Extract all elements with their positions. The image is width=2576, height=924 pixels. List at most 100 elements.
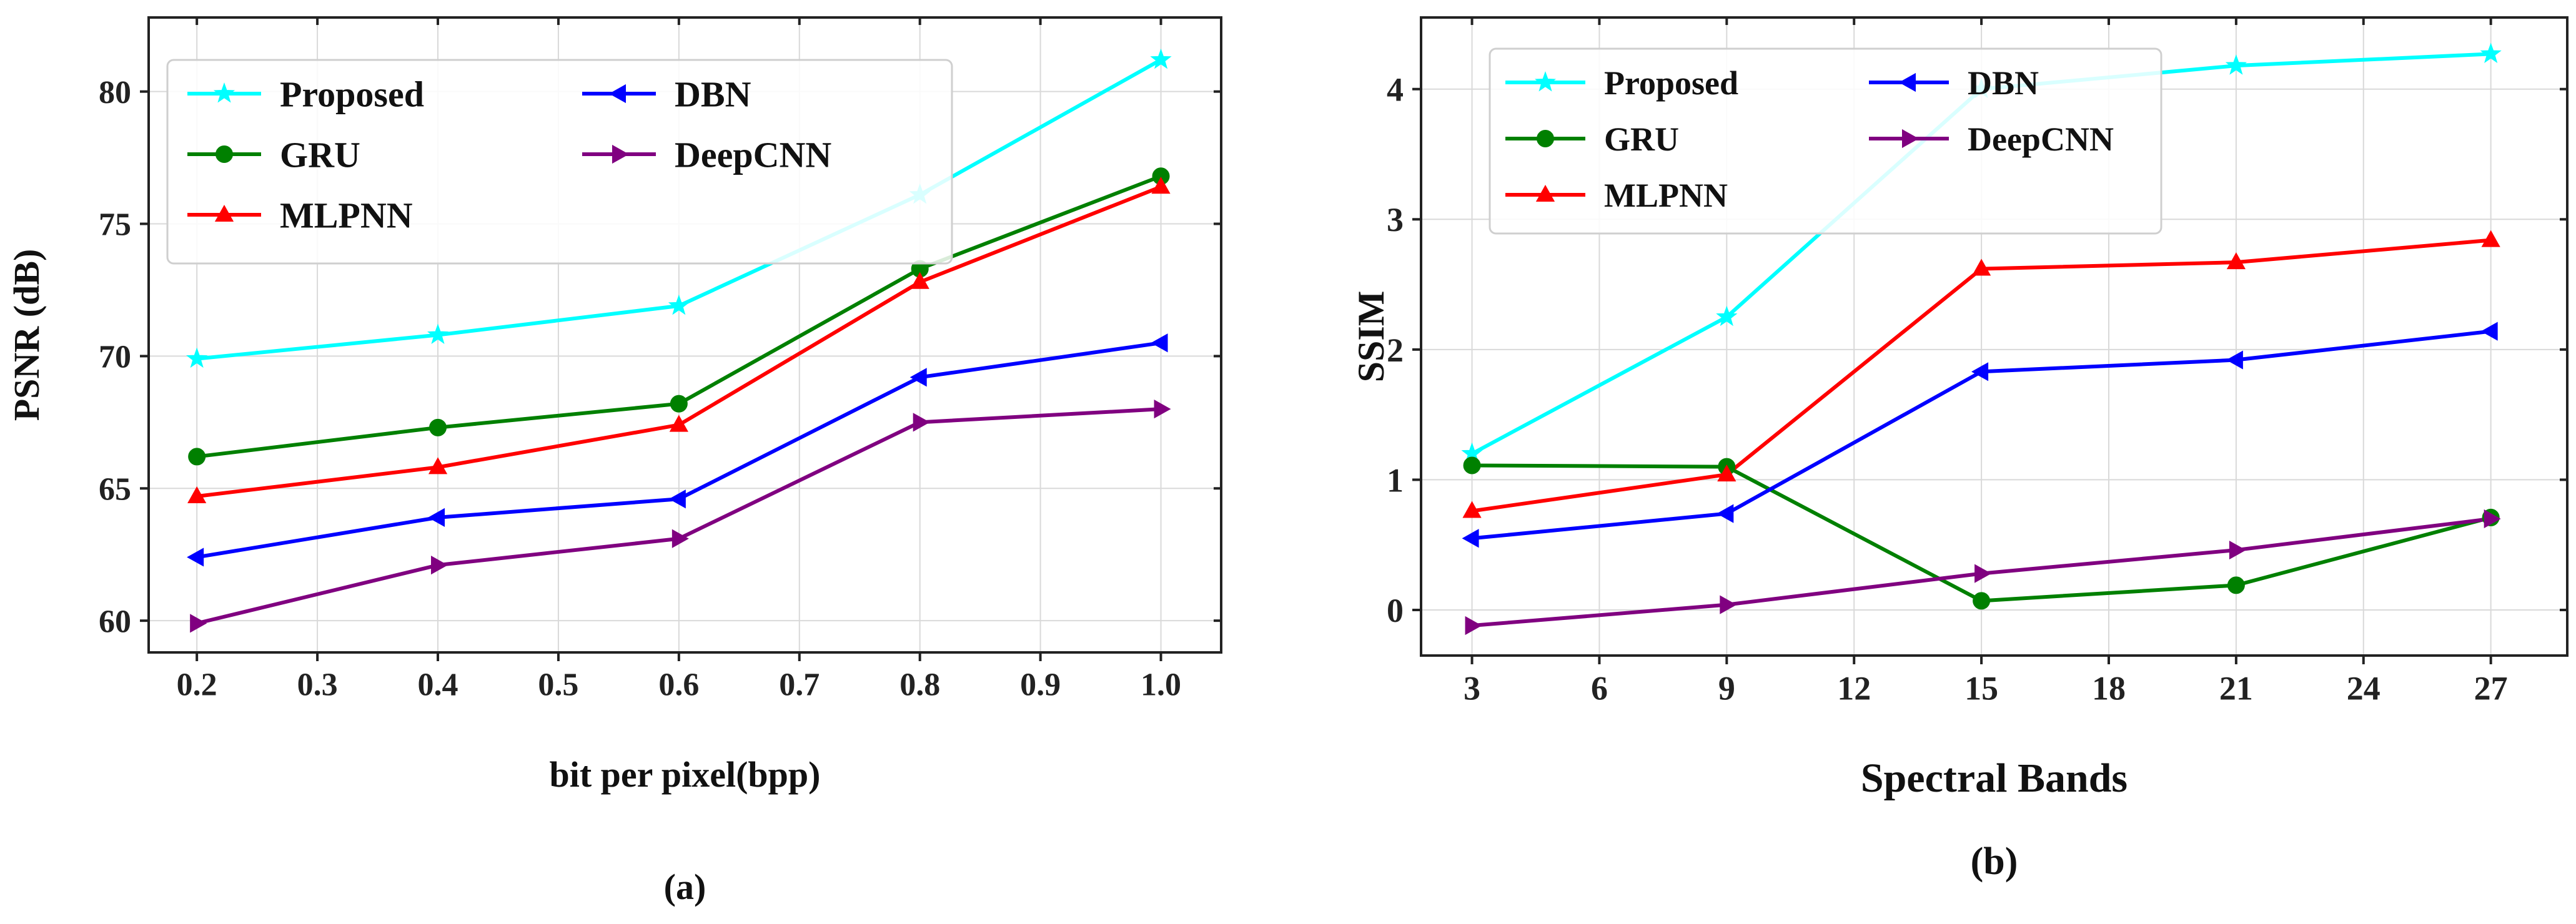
- x-tick-label: 1.0: [1141, 667, 1181, 703]
- x-tick-label: 0.6: [658, 667, 699, 703]
- series-markers-proposed: [1461, 42, 2502, 463]
- plot-frame: [1420, 16, 2569, 657]
- legend-marker: [214, 204, 234, 222]
- legend-marker: [215, 145, 233, 163]
- data-point: [2229, 540, 2246, 560]
- data-point: [1154, 400, 1171, 419]
- data-point: [1973, 592, 1991, 610]
- y-tick-label: 0: [1387, 592, 1404, 629]
- panel-label: (b): [1971, 840, 2018, 883]
- chart-panel-0: 0.2 0.3 0.4 0.5 0.6 0.7 0.8 0.9 1.0 60 65 70 75 80 bit…: [6, 16, 1222, 907]
- data-point: [431, 556, 448, 575]
- legend-marker: [1534, 71, 1557, 92]
- legend-marker: [1535, 184, 1555, 202]
- legend-label: GRU: [1604, 120, 1679, 158]
- data-point: [188, 448, 206, 466]
- legend-item-dbn: DBN: [1869, 64, 2039, 102]
- plot-frame: [147, 16, 1222, 654]
- y-axis-title: PSNR (dB): [6, 249, 47, 421]
- legend-item-mlpnn: MLPNN: [1505, 177, 1728, 214]
- x-tick-label: 12: [1837, 670, 1871, 707]
- data-point: [909, 368, 927, 387]
- data-point: [2484, 509, 2501, 529]
- data-point: [186, 347, 208, 368]
- legend-label: MLPNN: [1604, 177, 1728, 214]
- data-point: [669, 415, 688, 432]
- legend-item-mlpnn: MLPNN: [187, 195, 413, 235]
- data-point: [2226, 252, 2246, 270]
- series-markers-dbn: [187, 333, 1168, 567]
- y-tick-label: 80: [99, 75, 131, 111]
- legend-marker: [608, 84, 626, 104]
- x-tick-label: 27: [2474, 670, 2508, 707]
- x-tick-label: 0.5: [538, 667, 578, 703]
- legend-frame: [166, 59, 953, 265]
- data-point: [427, 323, 449, 345]
- legend: Proposed GRU MLPNN DBN DeepCNN: [1489, 47, 2162, 235]
- legend-item-deepcnn: DeepCNN: [1869, 120, 2114, 158]
- x-tick-label: 0.8: [899, 667, 940, 703]
- data-point: [1462, 529, 1479, 548]
- series-markers-mlpnn: [1462, 230, 2500, 518]
- y-tick-label: 75: [99, 207, 131, 243]
- data-point: [668, 489, 686, 509]
- legend-label: Proposed: [1604, 64, 1738, 102]
- data-point: [670, 395, 688, 413]
- series-markers-deepcnn: [190, 400, 1171, 633]
- y-tick-label: 2: [1387, 332, 1404, 369]
- y-axis-title: SSIM: [1350, 291, 1392, 383]
- legend-marker: [1902, 129, 1920, 149]
- x-tick-label: 6: [1591, 670, 1608, 707]
- series-markers-dbn: [1462, 322, 2498, 548]
- data-point: [187, 486, 207, 503]
- data-point: [429, 418, 447, 436]
- data-point: [2481, 230, 2500, 247]
- x-axis-title: bit per pixel(bpp): [549, 754, 820, 795]
- legend-marker: [213, 82, 235, 103]
- x-tick-label: 9: [1718, 670, 1735, 707]
- data-point: [2480, 42, 2502, 63]
- legend-label: MLPNN: [280, 195, 413, 235]
- data-point: [1974, 564, 1992, 583]
- legend-label: GRU: [280, 134, 360, 175]
- data-point: [190, 614, 207, 633]
- x-tick-label: 0.2: [177, 667, 217, 703]
- series-markers-mlpnn: [187, 177, 1171, 503]
- x-tick-label: 0.4: [418, 667, 458, 703]
- data-point: [1716, 305, 1738, 327]
- data-point: [2227, 576, 2245, 594]
- panel-label: (a): [664, 867, 706, 907]
- legend-item-gru: GRU: [187, 134, 360, 175]
- data-point: [1972, 258, 1991, 276]
- data-point: [2226, 350, 2243, 370]
- y-tick-label: 65: [99, 471, 131, 507]
- x-tick-label: 18: [2092, 670, 2126, 707]
- data-point: [1150, 48, 1172, 69]
- data-point: [1720, 595, 1737, 614]
- legend-marker: [612, 144, 630, 164]
- data-point: [428, 457, 448, 474]
- y-tick-label: 70: [99, 340, 131, 375]
- x-tick-label: 0.9: [1020, 667, 1061, 703]
- legend-item-proposed: Proposed: [1505, 64, 1738, 102]
- data-point: [1151, 333, 1168, 353]
- data-point: [1462, 501, 1482, 518]
- legend-marker: [1898, 72, 1916, 92]
- data-point: [2225, 54, 2247, 75]
- legend-item-gru: GRU: [1505, 120, 1679, 158]
- y-tick-label: 3: [1387, 201, 1404, 238]
- data-point: [187, 548, 204, 567]
- data-point: [910, 272, 929, 289]
- x-tick-label: 15: [1964, 670, 1998, 707]
- legend-marker: [1537, 130, 1554, 147]
- data-point: [1151, 177, 1171, 194]
- y-tick-label: 60: [99, 604, 131, 639]
- data-point: [1717, 464, 1736, 482]
- data-point: [1717, 504, 1734, 523]
- data-point: [427, 508, 445, 527]
- data-point: [2480, 322, 2498, 341]
- legend-item-proposed: Proposed: [187, 74, 424, 114]
- legend-item-deepcnn: DeepCNN: [582, 134, 831, 175]
